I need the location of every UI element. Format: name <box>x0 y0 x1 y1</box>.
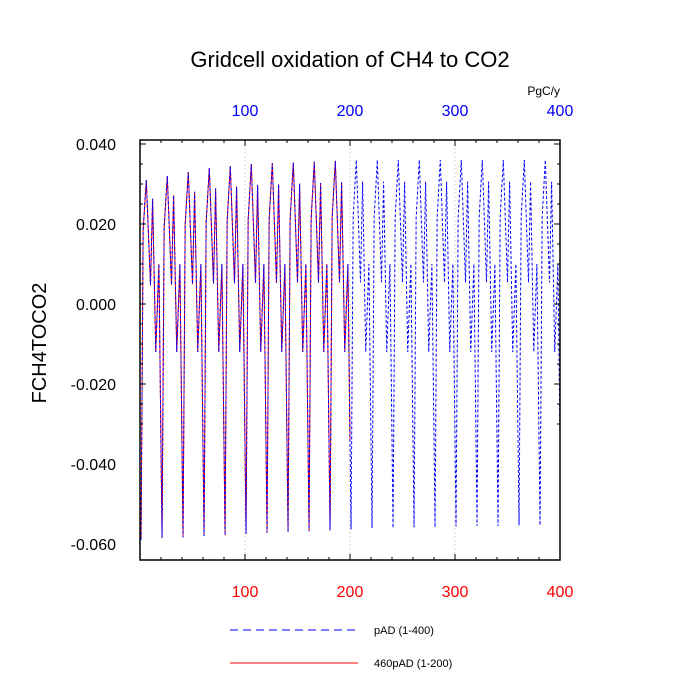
x-tick-label-bottom: 300 <box>442 584 469 601</box>
x-tick-label-top: 200 <box>337 103 364 120</box>
y-tick-label: -0.060 <box>71 537 116 554</box>
y-tick-label: 0.000 <box>76 297 116 314</box>
y-tick-label: 0.020 <box>76 217 116 234</box>
x-tick-label-bottom: 400 <box>547 584 574 601</box>
x-tick-label-bottom: 100 <box>232 584 259 601</box>
chart-title: Gridcell oxidation of CH4 to CO2 <box>190 47 509 72</box>
series-line-pad <box>140 159 561 541</box>
y-tick-label: 0.040 <box>76 137 116 154</box>
y-tick-label: -0.040 <box>71 457 116 474</box>
grid <box>244 140 456 560</box>
x-tick-label-top: 300 <box>442 103 469 120</box>
series-layer <box>140 159 561 541</box>
y-axis-label: FCH4TOCO2 <box>29 283 51 404</box>
x-tick-label-top: 400 <box>547 103 574 120</box>
legend-label-1: 460pAD (1-200) <box>374 658 452 670</box>
y-tick-label: -0.020 <box>71 377 116 394</box>
series-line-460pad <box>140 160 351 541</box>
x-tick-label-top: 100 <box>232 103 259 120</box>
legend-label-0: pAD (1-400) <box>374 625 434 637</box>
top-axis-unit: PgC/y <box>527 84 560 98</box>
x-tick-label-bottom: 200 <box>337 584 364 601</box>
legend: pAD (1-400) 460pAD (1-200) <box>230 625 452 670</box>
ticks: 100 100 200 200 300 300 400 400 0.040 0.020 0.000 -… <box>71 103 574 601</box>
